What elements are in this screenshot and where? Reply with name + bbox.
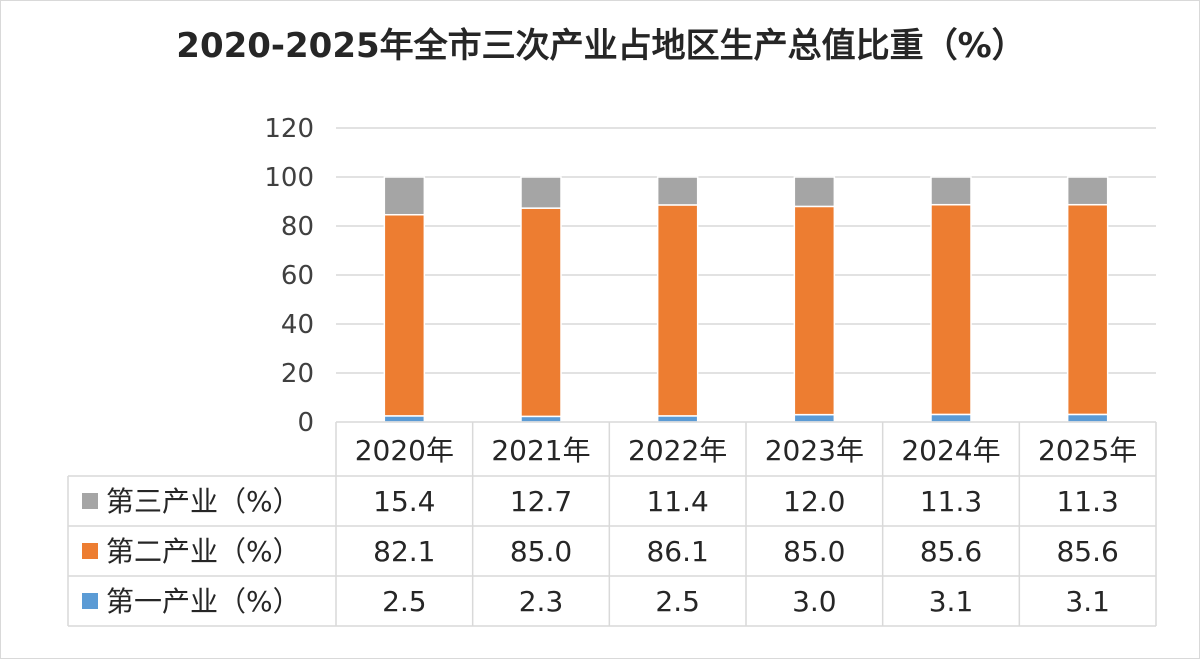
bar-segment-s0-2 — [656, 415, 699, 423]
bars — [383, 176, 1109, 423]
y-axis: 0 20 40 60 80 100 120 — [264, 114, 314, 438]
bar-segment-s0-4 — [930, 413, 972, 423]
y-tick-label: 100 — [264, 163, 314, 193]
bar-segment-s0-3 — [793, 413, 836, 423]
table-cell-value: 2.5 — [382, 585, 427, 618]
x-category-label: 2022年 — [628, 434, 727, 467]
table-cell-value: 85.6 — [1056, 535, 1118, 568]
x-category-label: 2023年 — [765, 434, 864, 467]
bar-segment-s2-2 — [656, 176, 699, 206]
bar-segment-s2-4 — [930, 176, 972, 206]
y-tick-label: 60 — [281, 261, 314, 291]
bar-segment-s1-2 — [656, 204, 699, 417]
table-cell-value: 11.3 — [920, 485, 982, 518]
table-cell-value: 85.0 — [783, 535, 845, 568]
legend-key — [82, 543, 98, 559]
table-cell-value: 82.1 — [373, 535, 435, 568]
bar-segment-s0-1 — [520, 415, 562, 423]
table-cell-value: 85.6 — [920, 535, 982, 568]
table-cell-value: 2.5 — [655, 585, 700, 618]
table-row-label: 第二产业（%） — [106, 535, 301, 568]
chart-title: 2020-2025年全市三次产业占地区生产总值比重（%） — [176, 26, 1026, 66]
bar-segment-s2-0 — [383, 176, 426, 216]
y-tick-label: 40 — [281, 310, 314, 340]
table-cell-value: 15.4 — [373, 485, 435, 518]
table-row-label: 第一产业（%） — [106, 585, 301, 618]
y-tick-label: 120 — [264, 114, 314, 144]
bar-segment-s1-5 — [1066, 203, 1109, 416]
table-cell-value: 11.4 — [646, 485, 708, 518]
bar-segment-s2-5 — [1066, 176, 1109, 206]
table-cell-value: 85.0 — [510, 535, 572, 568]
y-tick-label: 80 — [281, 212, 314, 242]
y-tick-label: 20 — [281, 359, 314, 389]
bar-segment-s1-0 — [383, 213, 426, 417]
legend-key — [82, 593, 98, 609]
table-cell-value: 2.3 — [519, 585, 564, 618]
bar-segment-s1-1 — [520, 207, 562, 418]
table-cell-value: 12.0 — [783, 485, 845, 518]
table-cell-value: 3.0 — [792, 585, 837, 618]
bar-segment-s2-1 — [520, 176, 562, 209]
table-cell-value: 3.1 — [1065, 585, 1110, 618]
table-cell-value: 11.3 — [1056, 485, 1118, 518]
gridlines — [336, 127, 1156, 374]
table-cell-value: 86.1 — [646, 535, 708, 568]
legend-key — [82, 493, 98, 509]
x-category-label: 2025年 — [1038, 434, 1137, 467]
x-category-label: 2021年 — [491, 434, 590, 467]
bar-segment-s0-5 — [1066, 413, 1109, 423]
bar-segment-s1-4 — [930, 203, 972, 416]
bar-segment-s0-0 — [383, 415, 426, 423]
x-category-label: 2024年 — [901, 434, 1000, 467]
bar-segment-s2-3 — [793, 176, 836, 208]
x-category-label: 2020年 — [355, 434, 454, 467]
table-cell-value: 12.7 — [510, 485, 572, 518]
table-row-label: 第三产业（%） — [106, 485, 301, 518]
bar-segment-s1-3 — [793, 205, 836, 416]
y-tick-label: 0 — [297, 408, 314, 438]
table-cell-value: 3.1 — [929, 585, 974, 618]
